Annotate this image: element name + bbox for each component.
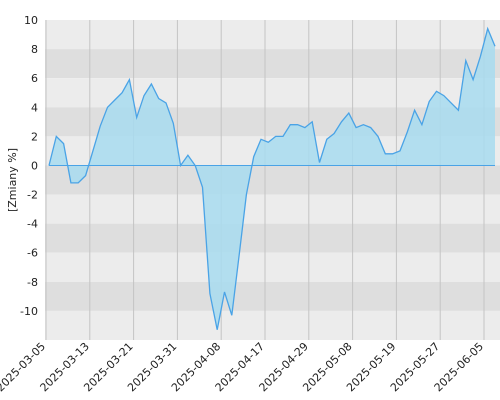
y-tick-label: 4: [31, 101, 38, 114]
x-axis-tick-labels: 2025-03-052025-03-132025-03-212025-03-31…: [0, 340, 486, 394]
grid-band: [45, 310, 500, 340]
y-tick-label: -4: [27, 218, 38, 231]
y-tick-label: 2: [31, 130, 38, 143]
grid-band: [45, 252, 500, 282]
y-tick-label: -10: [20, 305, 38, 318]
grid-band: [45, 49, 500, 79]
y-tick-label: 10: [24, 14, 38, 27]
grid-band: [45, 281, 500, 311]
grid-band: [45, 165, 500, 195]
y-tick-label: 0: [31, 159, 38, 172]
y-tick-label: -2: [27, 189, 38, 202]
series-line: [48, 26, 496, 330]
series-layer: [48, 26, 496, 330]
plot-background-bands: [45, 20, 500, 340]
grid-band: [45, 194, 500, 224]
y-axis-title: [Zmiany %]: [6, 148, 19, 212]
grid-band: [45, 223, 500, 253]
y-tick-label: -8: [27, 276, 38, 289]
y-axis-tick-labels: 10 8 6 4 2 0 -2 -4 -6 -8 -10: [20, 14, 38, 318]
y-tick-label: 8: [31, 43, 38, 56]
grid-band: [45, 20, 500, 50]
y-tick-label: -6: [27, 247, 38, 260]
area-fill: [49, 28, 495, 330]
y-tick-label: 6: [31, 72, 38, 85]
